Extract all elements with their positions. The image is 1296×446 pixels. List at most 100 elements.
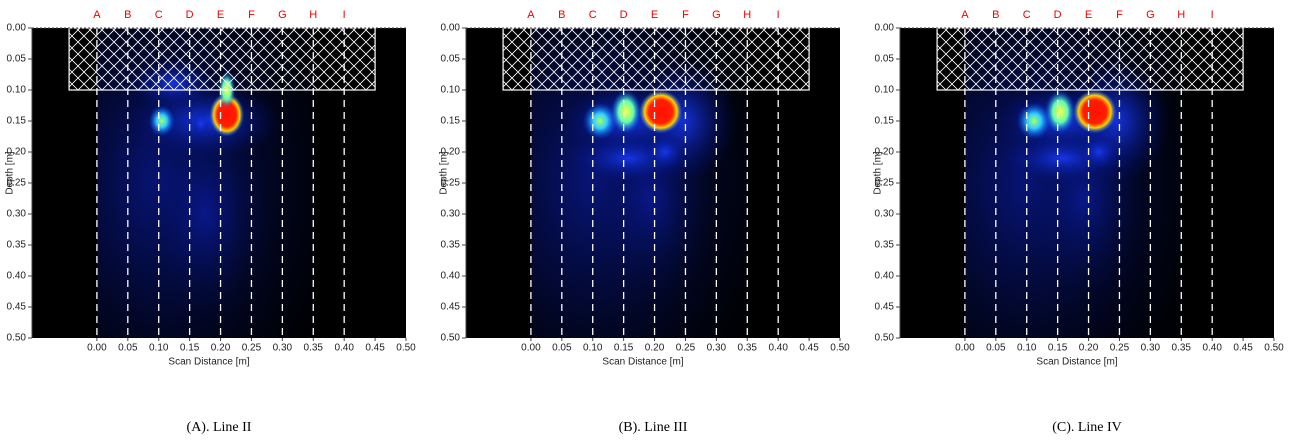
y-tick-label: 0.50 <box>441 333 461 344</box>
x-tick-label: 0.10 <box>1017 343 1037 354</box>
x-tick-label: 0.20 <box>1079 343 1099 354</box>
x-tick-label: 0.45 <box>1233 343 1253 354</box>
y-tick-label: 0.10 <box>875 85 895 96</box>
x-tick-label: 0.15 <box>1048 343 1068 354</box>
y-tick-label: 0.40 <box>7 271 27 282</box>
caption: (B). Line III <box>619 420 688 435</box>
scan-line-label: D <box>186 9 194 21</box>
y-tick-label: 0.05 <box>7 54 27 65</box>
y-tick-label: 0.20 <box>7 147 27 158</box>
x-tick-label: 0.15 <box>180 343 200 354</box>
y-tick-label: 0.00 <box>875 23 895 34</box>
x-tick-label: 0.20 <box>645 343 665 354</box>
x-tick-label: 0.45 <box>365 343 385 354</box>
heat-blob <box>639 90 683 134</box>
x-tick-label: 0.50 <box>1264 343 1284 354</box>
hatch-region <box>502 27 810 91</box>
x-tick-label: 0.30 <box>707 343 727 354</box>
x-tick-label: 0.00 <box>87 343 107 354</box>
scan-line-label: E <box>651 9 658 21</box>
y-tick-label: 0.30 <box>7 209 27 220</box>
scan-line-label: I <box>1211 9 1214 21</box>
x-tick-label: 0.45 <box>799 343 819 354</box>
heat-blob <box>140 105 270 323</box>
scan-line-label: C <box>1023 9 1031 21</box>
scan-line-label: H <box>1177 9 1185 21</box>
caption: (A). Line II <box>187 420 252 435</box>
heat-blob <box>192 111 210 137</box>
x-tick-label: 0.35 <box>738 343 758 354</box>
x-tick-label: 0.50 <box>830 343 850 354</box>
scan-line-label: E <box>1085 9 1092 21</box>
y-tick-label: 0.25 <box>7 178 27 189</box>
scan-line-label: H <box>743 9 751 21</box>
x-axis-label: Scan Distance [m] <box>168 357 249 368</box>
y-tick-label: 0.15 <box>441 116 461 127</box>
y-tick-label: 0.30 <box>875 209 895 220</box>
x-tick-label: 0.20 <box>211 343 231 354</box>
heat-blob <box>1016 102 1052 140</box>
heat-blob <box>148 105 175 137</box>
x-tick-label: 0.10 <box>583 343 603 354</box>
scan-line-label: I <box>777 9 780 21</box>
scan-line-label: G <box>712 9 721 21</box>
x-axis-label: Scan Distance [m] <box>1036 357 1117 368</box>
x-tick-label: 0.25 <box>676 343 696 354</box>
heat-blob <box>1077 133 1121 171</box>
x-tick-label: 0.35 <box>1172 343 1192 354</box>
y-tick-label: 0.45 <box>7 302 27 313</box>
y-tick-label: 0.00 <box>441 23 461 34</box>
x-tick-label: 0.00 <box>955 343 975 354</box>
hatch-region <box>68 27 376 91</box>
scan-line-label: E <box>217 9 224 21</box>
scan-line-label: A <box>961 9 969 21</box>
y-tick-label: 0.35 <box>441 240 461 251</box>
y-tick-label: 0.40 <box>441 271 461 282</box>
x-tick-label: 0.10 <box>149 343 169 354</box>
y-tick-label: 0.40 <box>875 271 895 282</box>
scan-line-label: G <box>1146 9 1155 21</box>
scan-line-label: G <box>278 9 287 21</box>
y-tick-label: 0.45 <box>441 302 461 313</box>
scan-line-label: B <box>992 9 999 21</box>
y-tick-label: 0.30 <box>441 209 461 220</box>
scan-line-label: D <box>620 9 628 21</box>
y-tick-label: 0.35 <box>875 240 895 251</box>
y-tick-label: 0.35 <box>7 240 27 251</box>
y-tick-label: 0.05 <box>441 54 461 65</box>
y-tick-label: 0.25 <box>875 178 895 189</box>
x-tick-label: 0.40 <box>334 343 354 354</box>
y-tick-label: 0.50 <box>7 333 27 344</box>
scan-line-label: C <box>589 9 597 21</box>
scan-line-label: A <box>527 9 535 21</box>
y-tick-label: 0.10 <box>7 85 27 96</box>
scan-line-label: B <box>124 9 131 21</box>
x-tick-label: 0.15 <box>614 343 634 354</box>
x-tick-label: 0.25 <box>1110 343 1130 354</box>
scan-line-label: H <box>309 9 317 21</box>
heat-blob <box>643 133 687 171</box>
x-axis-label: Scan Distance [m] <box>602 357 683 368</box>
y-axis-label: Depth [m] <box>5 151 16 195</box>
y-axis-label: Depth [m] <box>439 151 450 195</box>
x-tick-label: 0.30 <box>1141 343 1161 354</box>
x-tick-label: 0.05 <box>552 343 572 354</box>
scan-line-label: F <box>248 9 255 21</box>
heat-blob <box>1044 90 1076 134</box>
panel: A B C D E F G H I 0.00 0.05 0.10 0.15 0.20 0.25 0.30 0.3… <box>873 9 1285 435</box>
x-tick-label: 0.00 <box>521 343 541 354</box>
x-tick-label: 0.40 <box>1202 343 1222 354</box>
y-tick-label: 0.20 <box>441 147 461 158</box>
x-tick-label: 0.30 <box>273 343 293 354</box>
scan-line-label: F <box>1116 9 1123 21</box>
panel: A B C D E F G H I 0.00 0.05 0.10 0.15 0.20 0.25 0.30 0.3… <box>439 9 851 435</box>
y-tick-label: 0.15 <box>875 116 895 127</box>
scan-line-label: D <box>1054 9 1062 21</box>
y-tick-label: 0.00 <box>7 23 27 34</box>
y-tick-label: 0.25 <box>441 178 461 189</box>
y-tick-label: 0.20 <box>875 147 895 158</box>
y-axis-label: Depth [m] <box>873 151 884 195</box>
scan-line-label: C <box>155 9 163 21</box>
caption: (C). Line IV <box>1052 420 1122 435</box>
